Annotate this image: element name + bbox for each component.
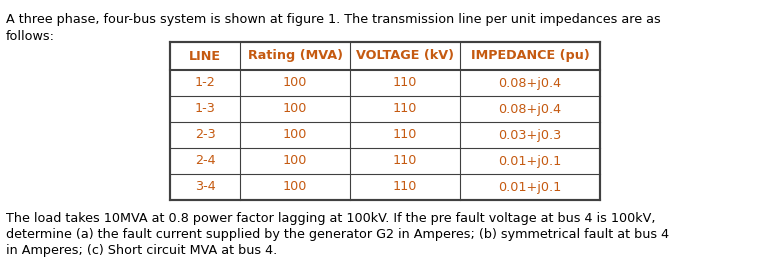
Text: 100: 100 (283, 103, 308, 115)
Text: A three phase, four-bus system is shown at figure 1. The transmission line per u: A three phase, four-bus system is shown … (6, 13, 660, 26)
Text: 100: 100 (283, 77, 308, 89)
Text: 110: 110 (393, 129, 417, 141)
Text: 0.08+j0.4: 0.08+j0.4 (499, 103, 561, 115)
Text: 0.08+j0.4: 0.08+j0.4 (499, 77, 561, 89)
Text: 110: 110 (393, 180, 417, 194)
Text: 0.03+j0.3: 0.03+j0.3 (499, 129, 561, 141)
Text: in Amperes; (c) Short circuit MVA at bus 4.: in Amperes; (c) Short circuit MVA at bus… (6, 244, 277, 257)
Text: 0.01+j0.1: 0.01+j0.1 (499, 180, 561, 194)
Text: 100: 100 (283, 180, 308, 194)
Text: 100: 100 (283, 154, 308, 168)
Text: 0.01+j0.1: 0.01+j0.1 (499, 154, 561, 168)
Text: The load takes 10MVA at 0.8 power factor lagging at 100kV. If the pre fault volt: The load takes 10MVA at 0.8 power factor… (6, 212, 656, 225)
Text: 100: 100 (283, 129, 308, 141)
Text: 3-4: 3-4 (195, 180, 216, 194)
Text: 2-3: 2-3 (195, 129, 216, 141)
Text: 110: 110 (393, 77, 417, 89)
Text: 110: 110 (393, 103, 417, 115)
Text: follows:: follows: (6, 30, 55, 43)
Bar (170, 42, 600, 200)
Text: 1-3: 1-3 (195, 103, 216, 115)
Text: 110: 110 (393, 154, 417, 168)
Text: VOLTAGE (kV): VOLTAGE (kV) (356, 49, 454, 63)
Text: 2-4: 2-4 (195, 154, 216, 168)
Text: Rating (MVA): Rating (MVA) (248, 49, 343, 63)
Text: determine (a) the fault current supplied by the generator G2 in Amperes; (b) sym: determine (a) the fault current supplied… (6, 228, 669, 241)
Text: 1-2: 1-2 (195, 77, 216, 89)
Text: IMPEDANCE (pu): IMPEDANCE (pu) (471, 49, 589, 63)
Text: LINE: LINE (189, 49, 221, 63)
